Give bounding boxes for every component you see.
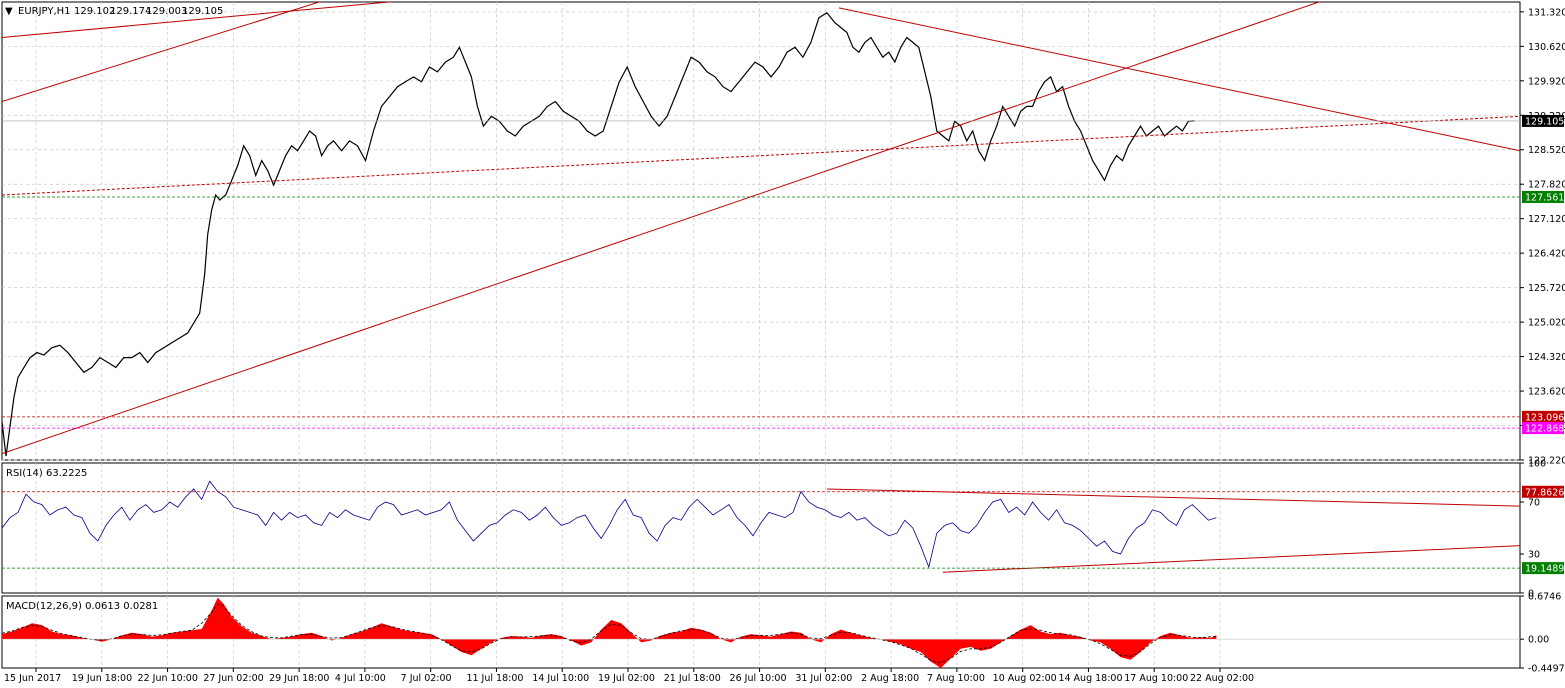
rsi-tick-label: 70 (1528, 498, 1540, 509)
x-tick-label: 19 Jun 18:00 (72, 673, 132, 684)
chart-header-high: 129.174 (110, 6, 151, 17)
trendline-4 (838, 7, 1520, 152)
chart-header-open: 129.102 (74, 6, 115, 17)
rsi-header: RSI(14) 63.2225 (6, 468, 87, 479)
price-tick-label: 125.720 (1528, 283, 1565, 294)
price-level-tag (1522, 410, 1564, 423)
chart-header-close: 129.105 (182, 6, 223, 17)
x-tick-label: 21 Jul 18:00 (664, 673, 721, 684)
trendline-5 (2, 115, 1520, 196)
price-tick-label: 129.920 (1528, 76, 1565, 87)
axis-labels: 131.320130.620129.920129.220128.520127.8… (4, 7, 1565, 684)
price-tick-label: 127.120 (1528, 214, 1565, 225)
price-tick-label: 124.320 (1528, 352, 1565, 363)
trendline-1 (2, 2, 321, 102)
price-pane-frame (1, 1, 1521, 461)
trendline-3 (2, 2, 1321, 455)
x-tick-label: 10 Aug 02:00 (993, 673, 1057, 684)
chart-header-icon[interactable]: ▼ (5, 6, 13, 17)
x-tick-label: 26 Jul 10:00 (730, 673, 787, 684)
price-tick-label: 130.620 (1528, 42, 1565, 53)
x-tick-label: 29 Jun 18:00 (269, 673, 329, 684)
x-tick-label: 15 Jun 2017 (4, 673, 61, 684)
x-tick-label: 22 Aug 02:00 (1190, 673, 1254, 684)
price-level-tag (1522, 422, 1564, 435)
price-level-tag-label: 129.105 (1525, 116, 1564, 127)
trendline-2 (2, 2, 395, 38)
series-layer (2, 2, 1520, 573)
rsi-level-tag (1522, 562, 1564, 575)
x-tick-label: 22 Jun 10:00 (138, 673, 198, 684)
x-tick-label: 14 Aug 18:00 (1058, 673, 1122, 684)
macd-pane-frame (1, 595, 1521, 669)
price-tick-label: 125.020 (1528, 318, 1565, 329)
rsi-pane-frame (1, 462, 1521, 594)
price-level-tag-label: 123.096 (1525, 412, 1564, 423)
price-tick-label: 128.520 (1528, 145, 1565, 156)
price-level-tag-label: 122.868 (1525, 424, 1564, 435)
grid (2, 2, 1520, 668)
x-tick-label: 7 Aug 10:00 (927, 673, 985, 684)
macd-signal-line (2, 603, 1217, 664)
x-tick-label: 2 Aug 18:00 (861, 673, 919, 684)
chart-header-symbol: EURJPY,H1 (18, 6, 71, 17)
rsi-level-tag-label: 19.1489 (1525, 564, 1564, 575)
price-tick-label: 123.620 (1528, 387, 1565, 398)
macd-tick-label: 0.6746 (1528, 592, 1561, 603)
rsi-tick-label: 100 (1528, 459, 1546, 470)
rsi-tick-label: 0 (1528, 589, 1534, 600)
price-tick-label: 122.220 (1528, 456, 1565, 467)
price-tick-label: 127.820 (1528, 180, 1565, 191)
x-tick-label: 19 Jul 02:00 (598, 673, 655, 684)
chart-header-low: 129.003 (146, 6, 187, 17)
x-tick-label: 27 Jun 02:00 (203, 673, 263, 684)
rsi-trend-lower (942, 545, 1520, 573)
price-level-tag-label: 127.561 (1525, 192, 1564, 203)
macd-tick-label: 0.00 (1528, 635, 1549, 646)
price-tick-label: 126.420 (1528, 249, 1565, 260)
x-tick-label: 4 Jul 10:00 (335, 673, 386, 684)
price-level-tag (1522, 190, 1564, 203)
macd-area (2, 597, 1217, 668)
x-tick-label: 7 Jul 02:00 (401, 673, 452, 684)
x-tick-label: 17 Aug 10:00 (1124, 673, 1188, 684)
rsi-line (2, 480, 1217, 569)
macd-tick-label: -0.4497 (1528, 664, 1565, 675)
rsi-tick-label: 30 (1528, 550, 1540, 561)
price-tick-label: 131.320 (1528, 7, 1565, 18)
price-level-tag (1522, 114, 1564, 127)
x-tick-label: 11 Jul 18:00 (466, 673, 523, 684)
macd-histogram (2, 597, 1520, 668)
rsi-level-tag (1522, 485, 1564, 498)
macd-header: MACD(12,26,9) 0.0613 0.0281 (6, 601, 158, 612)
rsi-level-tag-label: 77.8626 (1525, 487, 1564, 498)
x-tick-label: 31 Jul 02:00 (795, 673, 852, 684)
x-tick-label: 14 Jul 10:00 (532, 673, 589, 684)
